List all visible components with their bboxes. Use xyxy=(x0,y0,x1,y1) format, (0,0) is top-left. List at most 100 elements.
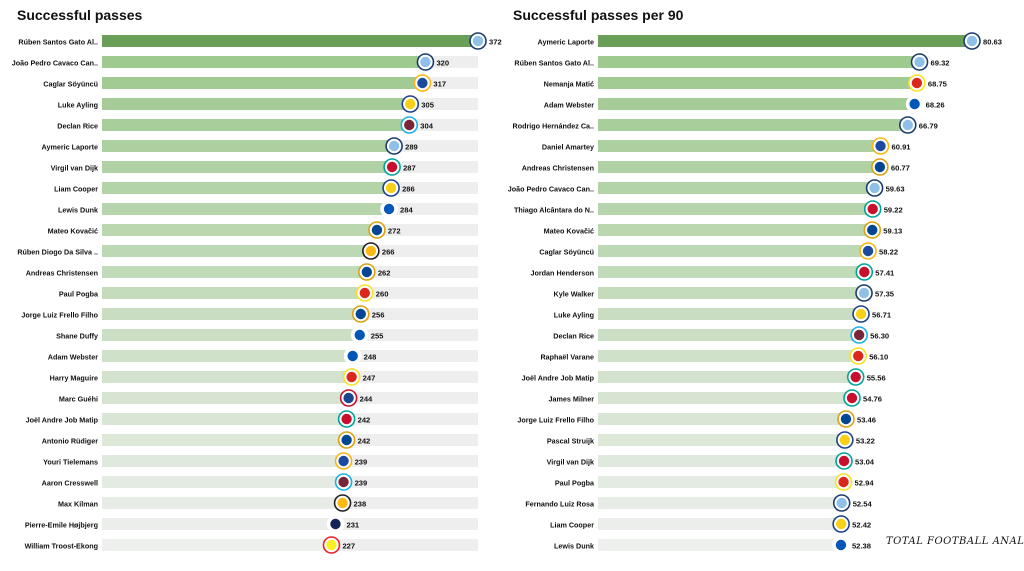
club-badge-icon xyxy=(342,368,361,386)
club-badge-icon xyxy=(832,515,850,533)
bar xyxy=(598,434,845,446)
category-label: Joël Andre Job Matip xyxy=(522,374,595,383)
club-badge-icon xyxy=(835,452,853,470)
category-label: Harry Maguire xyxy=(50,374,98,383)
value-label: 60.91 xyxy=(892,143,912,152)
value-label: 52.94 xyxy=(855,479,875,488)
category-label: Luke Ayling xyxy=(58,101,98,110)
chart-panel-successful-passes-per-90: Successful passes per 90 Aymeric Laporte… xyxy=(508,0,1024,571)
value-label: 69.32 xyxy=(931,59,950,68)
chart-panel-successful-passes: Successful passes Rúben Santos Gato Al..… xyxy=(12,7,502,554)
value-label: 53.22 xyxy=(856,437,875,446)
category-label: Andreas Christensen xyxy=(522,164,594,173)
bar xyxy=(102,245,371,257)
bar xyxy=(102,434,347,446)
value-label: 59.63 xyxy=(886,185,905,194)
bar xyxy=(102,371,352,383)
club-badge-icon xyxy=(852,305,870,323)
club-badge-icon xyxy=(385,137,403,155)
bar xyxy=(598,140,881,152)
bar xyxy=(102,224,377,236)
club-badge-icon xyxy=(401,95,420,113)
chart-title: Successful passes xyxy=(17,7,143,23)
bar xyxy=(598,371,856,383)
club-badge-icon xyxy=(362,242,380,260)
category-label: Adam Webster xyxy=(544,101,594,110)
bar xyxy=(598,119,908,131)
category-label: Rúben Santos Gato Al.. xyxy=(514,59,594,68)
category-label: James Milner xyxy=(548,395,594,404)
bar xyxy=(102,140,395,152)
club-badge-icon xyxy=(333,494,352,512)
bar xyxy=(598,413,846,425)
category-label: João Pedro Cavaco Can.. xyxy=(12,59,98,68)
club-badge-icon xyxy=(832,536,850,554)
bar xyxy=(102,287,365,299)
category-label: Aymeric Laporte xyxy=(538,38,594,47)
value-label: 260 xyxy=(376,290,389,299)
club-badge-icon xyxy=(383,158,401,176)
value-label: 59.13 xyxy=(883,227,902,236)
club-badge-icon xyxy=(855,284,873,302)
value-label: 56.10 xyxy=(869,353,888,362)
bar xyxy=(598,350,859,362)
category-label: Lewis Dunk xyxy=(554,542,594,551)
category-label: Pierre-Emile Højbjerg xyxy=(25,521,98,530)
bar xyxy=(102,35,478,47)
bar xyxy=(102,266,367,278)
bar xyxy=(598,98,915,110)
club-badge-icon xyxy=(343,347,362,365)
value-label: 284 xyxy=(400,206,413,215)
bar xyxy=(598,455,845,467)
club-badge-icon xyxy=(963,32,981,50)
category-label: Marc Guéhi xyxy=(59,395,98,404)
category-label: Declan Rice xyxy=(57,122,98,131)
value-label: 242 xyxy=(358,437,371,446)
bar xyxy=(598,203,873,215)
value-label: 256 xyxy=(372,311,385,320)
category-label: Adam Webster xyxy=(48,353,98,362)
club-badge-icon xyxy=(832,494,851,512)
bar xyxy=(598,224,873,236)
category-label: Jorge Luiz Frello Filho xyxy=(517,416,594,425)
bar xyxy=(102,98,411,110)
club-badge-icon xyxy=(326,515,345,533)
value-label: 57.35 xyxy=(875,290,895,299)
club-badge-icon xyxy=(843,389,861,407)
club-badge-icon xyxy=(846,368,865,386)
category-label: Jordan Henderson xyxy=(530,269,594,278)
club-badge-icon xyxy=(351,305,370,323)
club-badge-icon xyxy=(871,158,889,176)
club-badge-icon xyxy=(469,32,487,50)
value-label: 58.22 xyxy=(879,248,898,257)
bar xyxy=(598,56,920,68)
club-badge-icon xyxy=(334,452,353,470)
value-label: 52.54 xyxy=(853,500,873,509)
club-badge-icon xyxy=(855,263,874,281)
category-label: Mateo Kovačić xyxy=(48,227,98,236)
category-label: Pascal Struijk xyxy=(547,437,594,446)
value-label: 320 xyxy=(436,59,449,68)
value-label: 239 xyxy=(355,479,368,488)
bar xyxy=(598,392,853,404)
club-badge-icon xyxy=(334,473,353,491)
category-label: Paul Pogba xyxy=(59,290,99,299)
category-label: Rúben Santos Gato Al.. xyxy=(18,38,98,47)
category-label: Antonio Rüdiger xyxy=(42,437,98,446)
club-badge-icon xyxy=(871,137,890,155)
watermark-logo: TOTAL FOOTBALL ANALYSIS xyxy=(886,536,1024,547)
bar xyxy=(598,476,844,488)
club-badge-icon xyxy=(865,179,884,197)
bar xyxy=(598,497,842,509)
value-label: 305 xyxy=(421,101,434,110)
club-badge-icon xyxy=(850,326,868,344)
club-badge-icon xyxy=(339,389,358,407)
club-badge-icon xyxy=(849,347,868,365)
bar xyxy=(102,329,360,341)
value-label: 255 xyxy=(371,332,384,341)
category-label: Jorge Luiz Frello Filho xyxy=(21,311,98,320)
club-badge-icon xyxy=(836,431,854,449)
club-badge-icon xyxy=(358,263,376,281)
category-label: Mateo Kovačić xyxy=(544,227,594,236)
value-label: 266 xyxy=(382,248,395,257)
